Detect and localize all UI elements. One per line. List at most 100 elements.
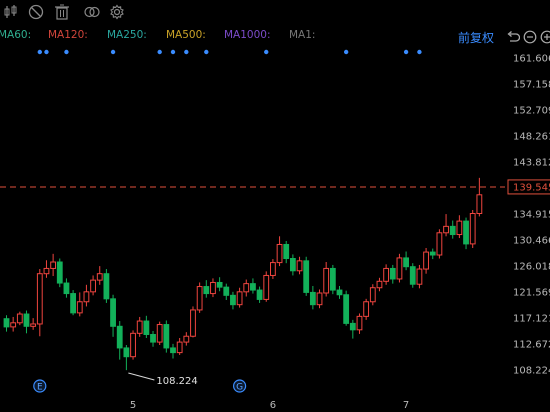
candle-body — [90, 279, 96, 293]
candle-body — [243, 283, 250, 293]
signal-dot — [64, 49, 69, 55]
zoom-in-icon[interactable] — [540, 29, 550, 44]
candle-body — [436, 232, 443, 256]
candle-body — [349, 322, 356, 331]
ma500-label: MA500: — [166, 29, 206, 41]
adjust-mode-button[interactable]: 前复权 — [458, 31, 495, 45]
settings-icon[interactable] — [108, 3, 126, 21]
candle-body — [223, 286, 230, 296]
candle-style-icon[interactable] — [2, 3, 20, 21]
candle-body — [476, 194, 483, 215]
candle-body — [136, 320, 143, 334]
y-tick-label: 117.121 — [513, 314, 550, 325]
candle-body — [236, 291, 243, 306]
y-tick-label: 157.158 — [513, 79, 550, 90]
y-tick-label: 108.224 — [513, 366, 550, 377]
candle-body — [116, 325, 123, 349]
y-tick-label: 143.812 — [513, 158, 550, 169]
event-marker-label[interactable]: E — [37, 383, 43, 393]
candle-body — [56, 261, 63, 284]
y-tick-label: 161.606 — [513, 54, 550, 65]
candle-body — [70, 293, 76, 314]
event-marker-label[interactable]: G — [236, 383, 243, 393]
candle-body — [409, 266, 416, 285]
candle-body — [329, 267, 336, 291]
signal-dot — [170, 49, 176, 55]
candle-body — [316, 292, 323, 306]
candle-body — [363, 301, 370, 317]
candle-body — [289, 258, 296, 272]
candle-body — [276, 243, 283, 264]
zoom-out-icon[interactable] — [523, 29, 537, 44]
ma1000-label: MA1000: — [224, 29, 271, 41]
x-tick-label: 6 — [270, 400, 276, 411]
compare-icon[interactable] — [83, 3, 101, 21]
ma250-label: MA250: — [107, 29, 147, 41]
candle-body — [190, 309, 196, 337]
event-marker-circle[interactable] — [233, 379, 247, 393]
low-marker-label: 108.224 — [156, 376, 197, 387]
candle-body — [110, 298, 116, 327]
candle-body — [163, 324, 170, 349]
candle-body — [16, 313, 23, 324]
toolbar — [0, 0, 550, 24]
candle-body — [309, 291, 316, 306]
candle-body — [210, 281, 216, 295]
candle-body — [443, 225, 449, 234]
candle-body — [170, 347, 176, 354]
y-tick-label: 112.672 — [513, 340, 550, 351]
current-price-box — [507, 179, 550, 195]
candle-body — [449, 225, 456, 236]
candle-body — [336, 289, 343, 296]
signal-dot — [417, 49, 422, 55]
candle-body — [303, 260, 310, 293]
y-tick-label: 134.915 — [513, 210, 550, 221]
candle-body — [123, 347, 130, 358]
candle-body — [456, 220, 463, 236]
candle-body — [469, 213, 476, 245]
y-axis: 161.606 157.158 152.709 148.261 143.812 139.5… — [507, 54, 550, 377]
candles — [3, 177, 483, 371]
candle-body — [383, 267, 390, 282]
candle-body — [83, 291, 90, 303]
undo-icon[interactable] — [506, 29, 521, 43]
candle-body — [296, 260, 303, 272]
ma120-label: MA120: — [48, 29, 88, 41]
candle-body — [356, 315, 363, 331]
candle-body — [389, 267, 396, 280]
candle-body — [76, 301, 83, 314]
candle-body — [283, 243, 290, 260]
candle-body — [50, 261, 57, 269]
signal-dot — [157, 49, 162, 55]
candle-body — [196, 286, 203, 311]
ma60-label: MA60: — [0, 29, 32, 41]
candle-body — [376, 280, 383, 289]
current-price-label: 139.545 — [513, 182, 550, 193]
candle-body — [10, 322, 17, 328]
candle-body — [323, 267, 330, 294]
candle-body — [463, 220, 469, 245]
y-tick-label: 152.709 — [513, 106, 550, 117]
x-axis: 5 6 7 — [130, 400, 409, 411]
candle-body — [429, 251, 436, 256]
event-marker-circle[interactable] — [33, 379, 47, 393]
signal-dot — [403, 49, 409, 55]
no-indicator-icon[interactable] — [27, 3, 45, 21]
low-marker: 108.224 — [128, 372, 198, 387]
signal-dot — [110, 49, 116, 55]
candle-body — [270, 262, 276, 276]
trash-icon[interactable] — [53, 3, 71, 21]
x-tick-label: 7 — [403, 400, 409, 411]
candle-body — [143, 320, 150, 335]
candle-body — [216, 281, 223, 288]
y-tick-label: 148.261 — [513, 131, 550, 142]
candle-body — [250, 283, 256, 291]
x-tick-label: 5 — [130, 400, 136, 411]
candle-body — [396, 257, 403, 280]
candle-body — [403, 257, 410, 268]
y-tick-label: 126.018 — [513, 262, 550, 273]
candle-body — [369, 287, 376, 303]
candle-body — [43, 267, 50, 275]
